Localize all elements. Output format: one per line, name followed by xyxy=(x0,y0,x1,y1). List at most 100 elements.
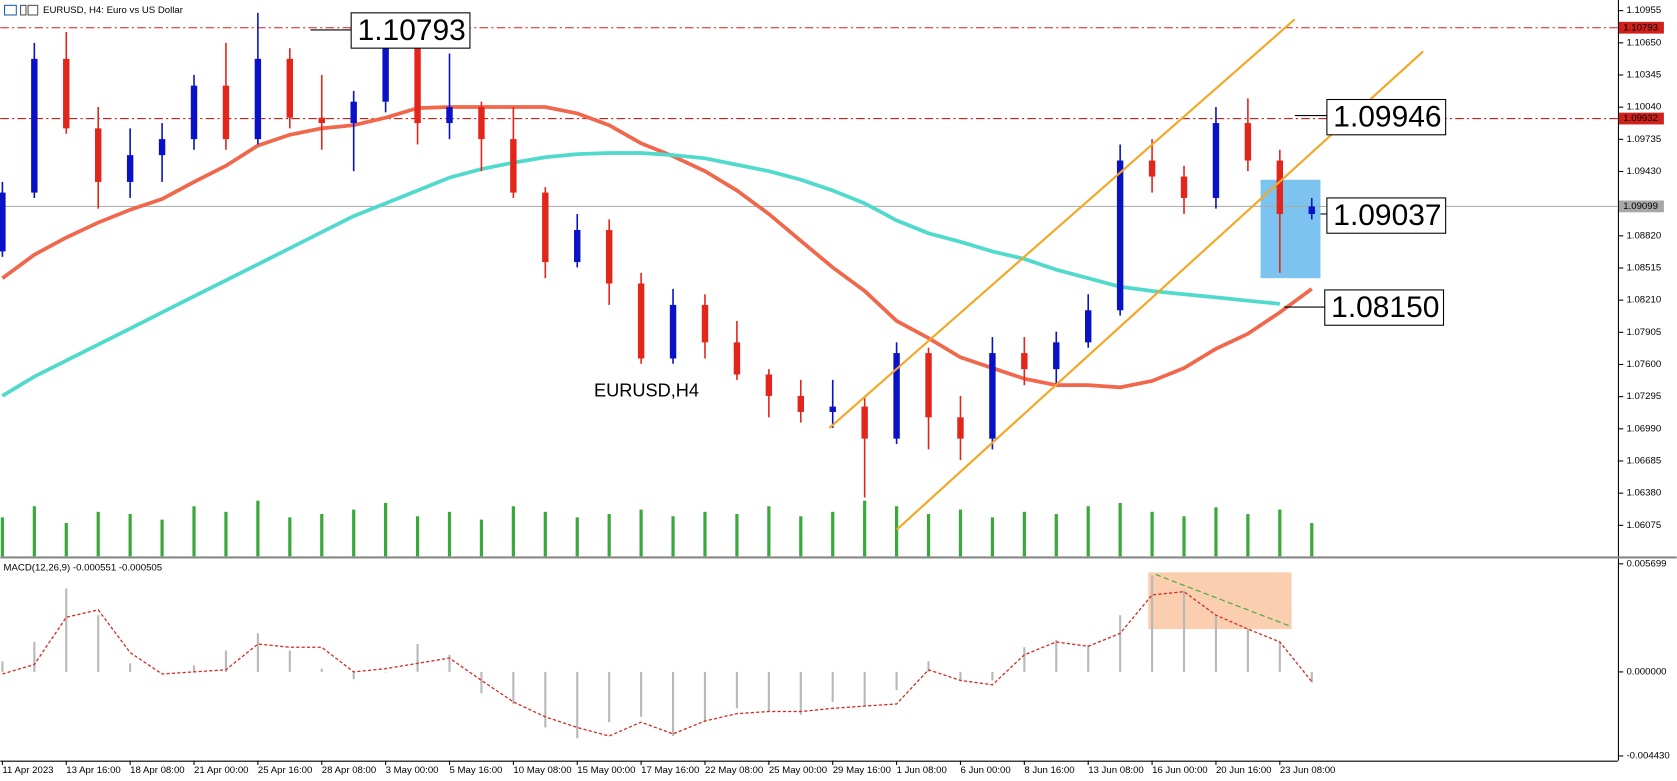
volume-bar xyxy=(352,509,356,557)
candle-body xyxy=(1276,160,1284,214)
y-tick-label: 1.06075 xyxy=(1626,520,1661,531)
candle-body xyxy=(350,101,357,124)
annotation-label: 1.08150 xyxy=(1331,291,1439,324)
macd-bar xyxy=(224,650,228,672)
x-tick-label: 20 Jun 16:00 xyxy=(1216,765,1272,776)
candle-body xyxy=(414,48,421,124)
price-level-marker xyxy=(1618,112,1664,125)
y-tick-label: 1.10040 xyxy=(1626,102,1661,113)
x-tick-label: 18 Apr 08:00 xyxy=(130,765,185,776)
y-tick-label: 1.07905 xyxy=(1626,327,1661,338)
volume-bar xyxy=(831,511,835,557)
candle-body xyxy=(637,283,645,359)
volume-bar xyxy=(1214,507,1218,557)
price-level-label: 1.09099 xyxy=(1623,201,1658,212)
candle-body xyxy=(957,417,964,439)
price-level-label: 1.10793 xyxy=(1623,22,1658,33)
annotation-box xyxy=(1326,197,1447,234)
highlight-box xyxy=(1148,572,1292,630)
volume-bar xyxy=(511,506,515,557)
volume-bar xyxy=(128,514,132,557)
volume-bar xyxy=(1022,511,1026,557)
x-tick-label: 13 Jun 08:00 xyxy=(1088,765,1144,776)
candle-body xyxy=(574,230,581,263)
y-tick-label: 1.06990 xyxy=(1626,423,1661,434)
trend-line xyxy=(1155,574,1290,627)
macd-bar xyxy=(1310,671,1313,683)
volume-bar xyxy=(799,516,803,557)
annotation-label: 1.09037 xyxy=(1333,199,1441,232)
volume-bar xyxy=(1310,522,1314,557)
volume-bar xyxy=(926,514,931,557)
title-icons xyxy=(4,4,39,16)
candle-body xyxy=(222,85,230,140)
macd-bar xyxy=(33,641,36,672)
macd-bar xyxy=(608,671,611,723)
macd-bar xyxy=(129,663,132,672)
volume-bar xyxy=(863,500,867,557)
candle-body xyxy=(829,406,836,412)
candle-body xyxy=(542,192,549,263)
x-tick-label: 6 Jun 00:00 xyxy=(960,765,1010,776)
macd-bar xyxy=(831,671,834,702)
volume-bar xyxy=(607,514,611,557)
macd-bar xyxy=(192,665,196,672)
chart-label: EURUSD,H4 xyxy=(594,380,699,400)
macd-bar xyxy=(1119,615,1122,672)
y-tick-label: 1.10650 xyxy=(1626,37,1661,48)
macd-bar xyxy=(416,644,419,672)
candle-body xyxy=(1212,123,1220,198)
annotation-box xyxy=(1326,98,1447,136)
y-tick-label: 1.08210 xyxy=(1626,295,1661,306)
x-tick-label: 25 May 00:00 xyxy=(769,765,827,776)
volume-bar xyxy=(990,517,995,557)
candle-body xyxy=(31,58,38,193)
macd-bar xyxy=(576,671,579,739)
annotation-box xyxy=(1324,289,1445,326)
candle-body xyxy=(1021,353,1028,370)
volume-bar xyxy=(958,509,963,557)
x-tick-label: 16 Jun 00:00 xyxy=(1152,765,1208,776)
annotation-label: 1.09946 xyxy=(1333,101,1441,134)
volume-bar xyxy=(256,500,260,557)
candle-body xyxy=(190,85,198,140)
candle-body xyxy=(0,192,6,252)
volume-bar xyxy=(543,511,547,557)
moving-average xyxy=(1,105,1313,390)
y-tick-label: 1.06380 xyxy=(1626,488,1661,499)
volume-bar xyxy=(1182,516,1186,557)
candle-body xyxy=(254,58,262,140)
macd-bar xyxy=(544,671,547,728)
macd-bar xyxy=(863,671,866,707)
volume-bar xyxy=(192,506,196,557)
macd-bar xyxy=(735,671,738,709)
plot-layer: 1.10955 1.10650 1.10345 1.10040 1.09735 1.094… xyxy=(0,5,1670,776)
macd-bar xyxy=(640,671,643,717)
macd-bar xyxy=(1087,645,1090,672)
macd-bar xyxy=(256,633,259,672)
y-tick-label: 1.06685 xyxy=(1626,456,1661,467)
x-tick-label: 10 May 08:00 xyxy=(513,765,571,776)
candle-body xyxy=(701,304,709,343)
macd-bar xyxy=(895,671,898,691)
macd-bar xyxy=(512,671,515,704)
y-tick-label: 1.10955 xyxy=(1626,5,1661,16)
y-tick-label: 1.07295 xyxy=(1626,391,1661,402)
y-tick-label: 1.07600 xyxy=(1626,359,1661,370)
volume-bar xyxy=(224,511,228,557)
volume-bar xyxy=(575,517,579,557)
macd-bar xyxy=(65,588,68,672)
y-tick-label: 1.08515 xyxy=(1626,263,1661,274)
candle-body xyxy=(861,406,868,439)
x-tick-label: 15 May 00:00 xyxy=(577,765,635,776)
volume-bar xyxy=(0,517,5,557)
volume-bar xyxy=(1278,509,1282,557)
volume-bar xyxy=(384,502,388,557)
price-level-marker xyxy=(1618,200,1664,213)
y-tick-label: -0.004430 xyxy=(1626,750,1669,761)
volume-bar xyxy=(320,514,324,557)
x-tick-label: 5 May 16:00 xyxy=(450,765,503,776)
x-tick-label: 13 Apr 16:00 xyxy=(66,765,121,776)
y-tick-label: 0.005699 xyxy=(1626,558,1666,569)
macd-bar xyxy=(1,661,4,672)
